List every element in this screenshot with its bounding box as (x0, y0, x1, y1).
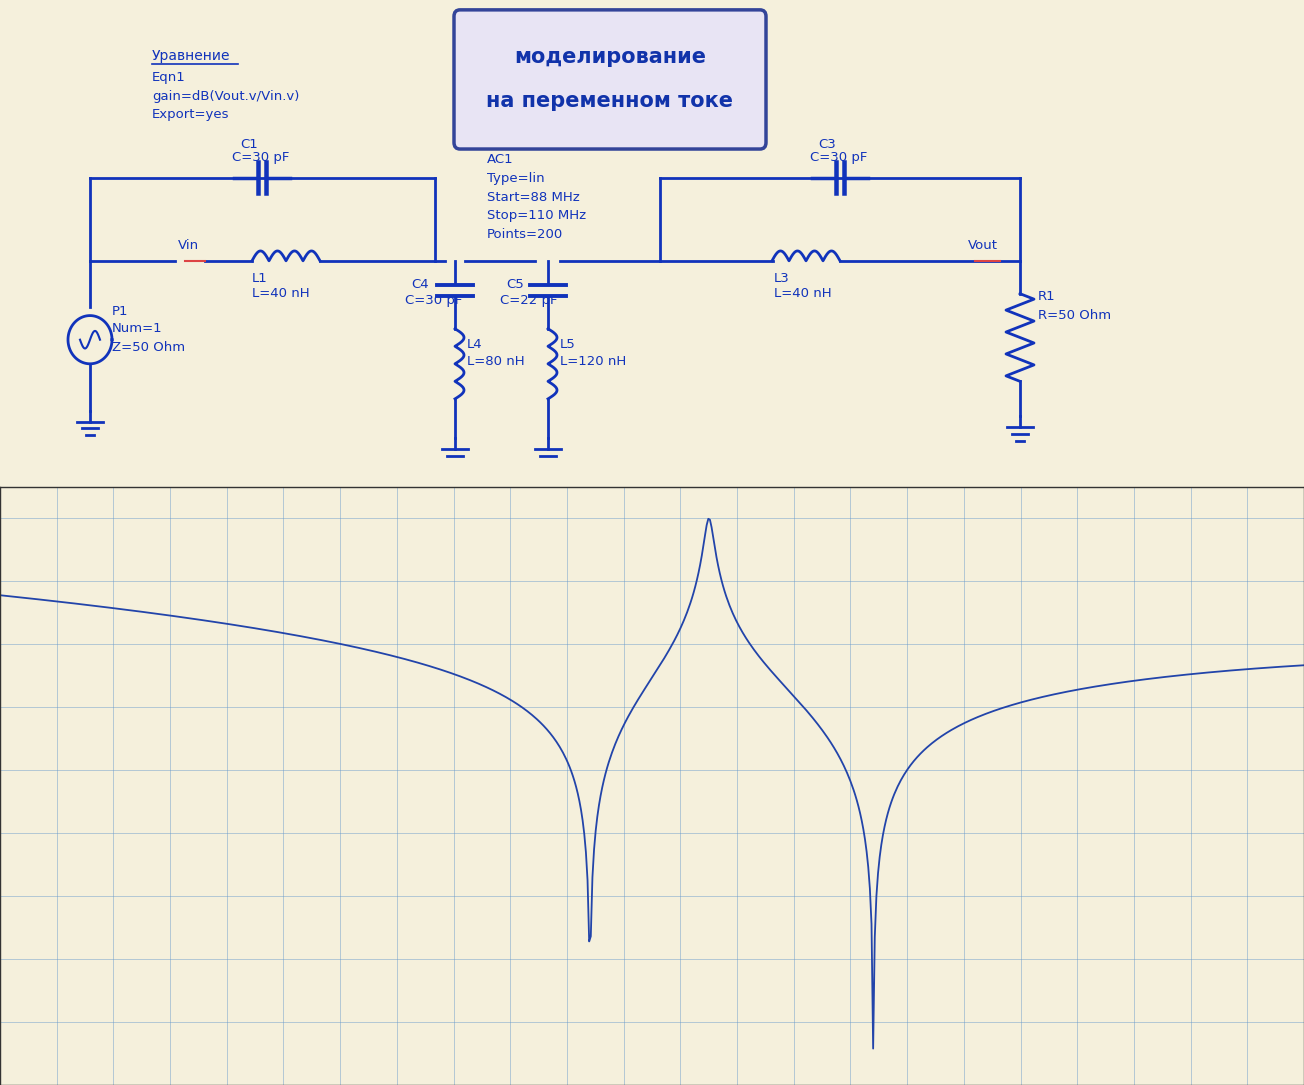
Text: Z=50 Ohm: Z=50 Ohm (112, 341, 185, 354)
Text: C5: C5 (506, 279, 524, 292)
Text: моделирование: моделирование (514, 47, 705, 67)
Text: gain=dB(Vout.v/Vin.v): gain=dB(Vout.v/Vin.v) (153, 90, 300, 103)
Text: Start=88 MHz: Start=88 MHz (486, 191, 580, 204)
Text: C4: C4 (411, 279, 429, 292)
Text: AC1: AC1 (486, 153, 514, 166)
Text: на переменном токе: на переменном токе (486, 91, 733, 111)
Text: Vout: Vout (968, 239, 998, 252)
Text: L1: L1 (252, 271, 267, 284)
Text: R=50 Ohm: R=50 Ohm (1038, 309, 1111, 322)
FancyBboxPatch shape (454, 10, 765, 149)
Text: L3: L3 (775, 271, 790, 284)
Text: L5: L5 (559, 337, 576, 350)
Text: L=120 nH: L=120 nH (559, 355, 626, 368)
Text: C3: C3 (818, 138, 836, 151)
Text: L4: L4 (467, 337, 482, 350)
Text: Stop=110 MHz: Stop=110 MHz (486, 209, 585, 222)
Text: C=30 pF: C=30 pF (810, 152, 867, 164)
Text: Vin: Vin (179, 239, 200, 252)
Text: C=30 pF: C=30 pF (406, 294, 463, 307)
Text: C=22 pF: C=22 pF (499, 294, 558, 307)
Text: L=40 nH: L=40 nH (252, 288, 309, 301)
Text: L=80 nH: L=80 nH (467, 355, 524, 368)
Text: C=30 pF: C=30 pF (232, 152, 289, 164)
Text: Num=1: Num=1 (112, 322, 163, 335)
Text: Points=200: Points=200 (486, 228, 563, 241)
Text: Type=lin: Type=lin (486, 173, 545, 186)
Text: R1: R1 (1038, 291, 1056, 304)
Text: Уравнение: Уравнение (153, 49, 231, 63)
Text: C1: C1 (240, 138, 258, 151)
Text: L=40 nH: L=40 nH (775, 288, 832, 301)
Text: P1: P1 (112, 305, 129, 318)
Text: Eqn1: Eqn1 (153, 72, 185, 85)
Text: Export=yes: Export=yes (153, 108, 230, 122)
